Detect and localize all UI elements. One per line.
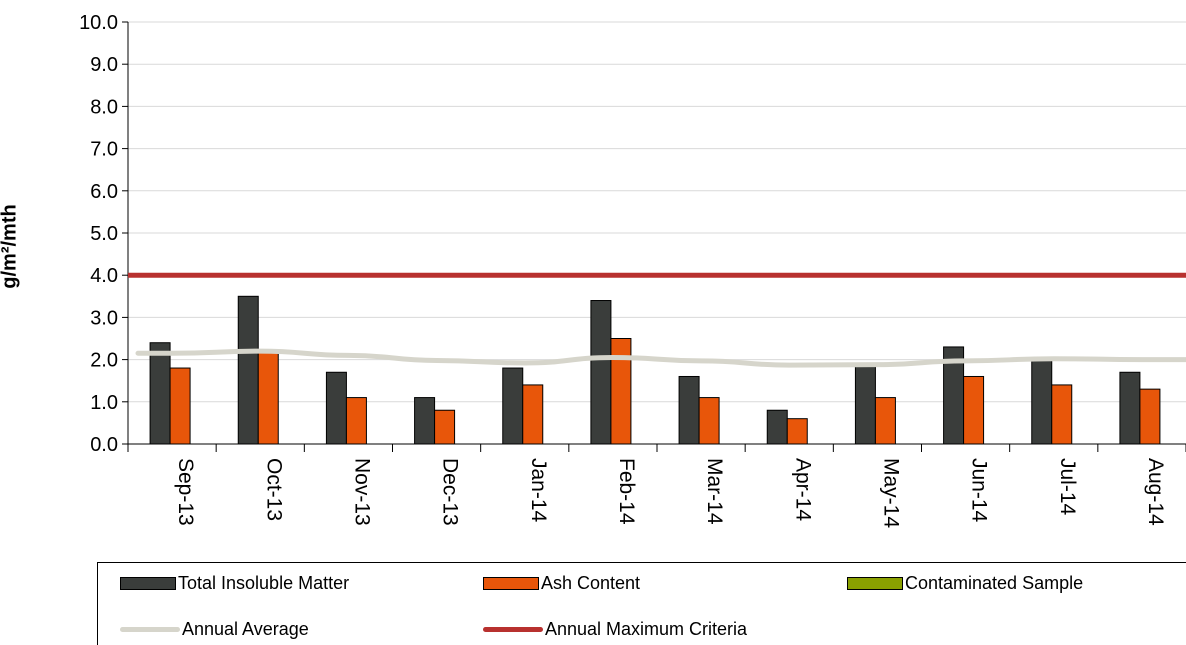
bar-ash-content: [1051, 384, 1073, 445]
bar-ash-content: [169, 367, 191, 445]
legend-item-contaminated: Contaminated Sample: [847, 573, 1083, 594]
x-tick-label: Mar-14: [703, 458, 726, 525]
bar-ash-content: [786, 418, 808, 445]
y-tick-label: 8.0: [90, 96, 118, 118]
bar-total-insoluble: [766, 409, 788, 445]
legend-label-annual-max: Annual Maximum Criteria: [545, 619, 748, 639]
bar-total-insoluble: [414, 397, 436, 445]
bar-ash-content: [1139, 388, 1161, 445]
y-tick-label: 4.0: [90, 265, 118, 287]
y-axis-label: g/m²/mth: [0, 204, 21, 289]
legend-swatch-annual-average: [120, 627, 180, 632]
y-tick-label: 5.0: [90, 223, 118, 245]
bar-ash-content: [257, 350, 279, 445]
x-tick-label: Jun-14: [968, 458, 991, 523]
bar-ash-content: [874, 397, 896, 445]
bar-total-insoluble: [237, 295, 259, 445]
legend-label-total-insoluble: Total Insoluble Matter: [178, 573, 350, 593]
bar-ash-content: [610, 338, 632, 445]
y-tick-label: 1.0: [90, 392, 118, 414]
y-tick-label: 3.0: [90, 307, 118, 329]
legend-label-annual-average: Annual Average: [182, 619, 309, 639]
bar-total-insoluble: [502, 367, 524, 445]
bar-total-insoluble: [678, 375, 700, 445]
legend-item-annual-average: Annual Average: [120, 619, 309, 640]
legend-label-ash-content: Ash Content: [541, 573, 641, 593]
y-tick-label: 7.0: [90, 139, 118, 161]
legend-swatch-ash-content: [483, 577, 539, 590]
x-tick-label: Aug-14: [1144, 458, 1167, 526]
x-tick-label: Apr-14: [791, 458, 814, 521]
x-tick-label: May-14: [879, 458, 902, 528]
x-tick-label: Jul-14: [1056, 458, 1079, 516]
bar-total-insoluble: [325, 371, 347, 445]
x-tick-label: Nov-13: [350, 458, 373, 526]
bar-total-insoluble: [1031, 359, 1053, 445]
y-tick-label: 0.0: [90, 434, 118, 456]
x-tick-label: Feb-14: [615, 458, 638, 525]
y-tick-label: 9.0: [90, 54, 118, 76]
x-tick-label: Jan-14: [527, 458, 550, 523]
x-tick-label: Oct-13: [262, 458, 285, 521]
legend-swatch-annual-max: [483, 627, 543, 632]
bar-ash-content: [522, 384, 544, 445]
line-annual-average: [135, 348, 1186, 368]
y-tick-label: 10.0: [79, 12, 118, 34]
bar-ash-content: [698, 397, 720, 445]
y-tick-label: 2.0: [90, 350, 118, 372]
bar-total-insoluble: [590, 300, 612, 445]
legend-item-ash-content: Ash Content: [483, 573, 640, 594]
chart: 0.0 1.0 2.0 3.0 4.0 5.0 6.0 7.0 8.0 9.0 10.0 Sep-13…: [79, 12, 1186, 528]
y-tick-label: 6.0: [90, 181, 118, 203]
legend-swatch-contaminated: [847, 577, 903, 590]
bar-ash-content: [434, 409, 456, 445]
bar-total-insoluble: [1119, 371, 1141, 445]
x-tick-label: Dec-13: [439, 458, 462, 526]
legend-label-contaminated: Contaminated Sample: [905, 573, 1084, 593]
legend-item-total-insoluble: Total Insoluble Matter: [120, 573, 349, 594]
bar-total-insoluble: [854, 363, 876, 445]
legend: Total Insoluble Matter Ash Content Conta…: [97, 562, 1186, 645]
bar-ash-content: [345, 397, 367, 445]
legend-item-annual-max: Annual Maximum Criteria: [483, 619, 747, 640]
bar-total-insoluble: [149, 342, 171, 445]
bar-ash-content: [963, 375, 985, 445]
legend-swatch-total-insoluble: [120, 577, 176, 590]
x-tick-label: Sep-13: [174, 458, 197, 526]
